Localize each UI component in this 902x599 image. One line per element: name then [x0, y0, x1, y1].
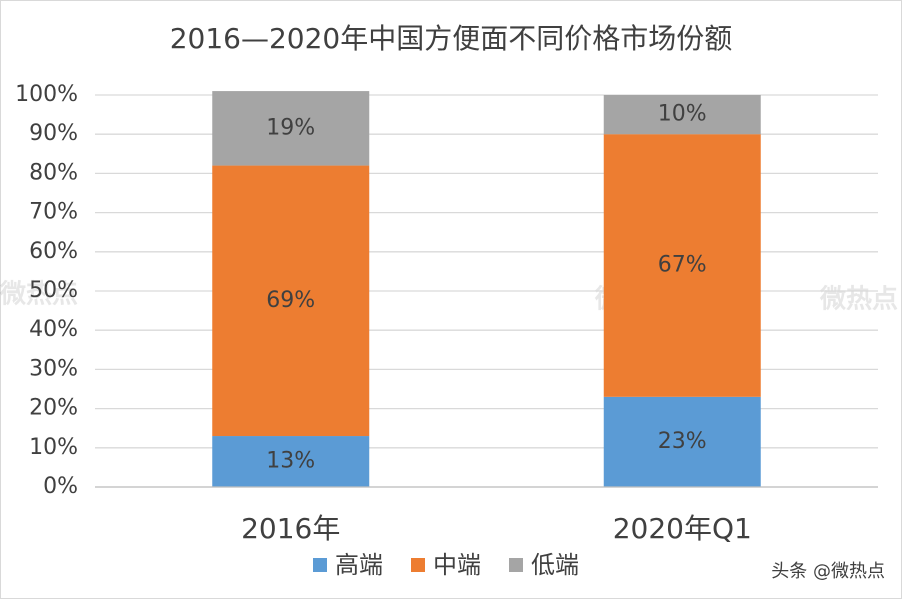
- watermark: 微热点: [819, 284, 898, 315]
- data-label: 67%: [658, 253, 707, 278]
- data-label: 69%: [266, 288, 315, 313]
- y-tick-label: 40%: [29, 317, 78, 342]
- legend-swatch: [411, 558, 425, 572]
- x-tick-label: 2016年: [241, 512, 340, 545]
- credit: 头条 @微热点: [771, 561, 885, 582]
- y-tick-label: 70%: [29, 200, 78, 225]
- data-label: 23%: [658, 429, 707, 454]
- bar-segment: [603, 396, 761, 487]
- legend-label: 中端: [433, 551, 481, 579]
- y-tick-label: 80%: [29, 160, 78, 185]
- legend-label: 高端: [335, 551, 383, 579]
- bar-segment: [212, 436, 370, 487]
- y-tick-label: 0%: [43, 474, 78, 499]
- data-label: 19%: [266, 115, 315, 140]
- y-tick-label: 10%: [29, 435, 78, 460]
- y-tick-label: 100%: [15, 82, 78, 107]
- y-tick-label: 90%: [29, 121, 78, 146]
- data-label: 13%: [266, 449, 315, 474]
- y-tick-label: 20%: [29, 396, 78, 421]
- bar-segment: [212, 91, 370, 166]
- watermark: 微热点: [0, 279, 78, 310]
- x-tick-label: 2020年Q1: [613, 512, 752, 545]
- y-tick-label: 60%: [29, 239, 78, 264]
- legend-label: 低端: [531, 551, 579, 579]
- legend-swatch: [509, 558, 523, 572]
- data-label: 10%: [658, 102, 707, 127]
- bar-segment: [603, 95, 761, 135]
- bar-segment: [603, 134, 761, 397]
- y-tick-label: 30%: [29, 356, 78, 381]
- bar-segment: [212, 165, 370, 437]
- legend-swatch: [313, 558, 327, 572]
- chart-title: 2016—2020年中国方便面不同价格市场份额: [170, 22, 733, 55]
- y-tick-label: 50%: [29, 278, 78, 303]
